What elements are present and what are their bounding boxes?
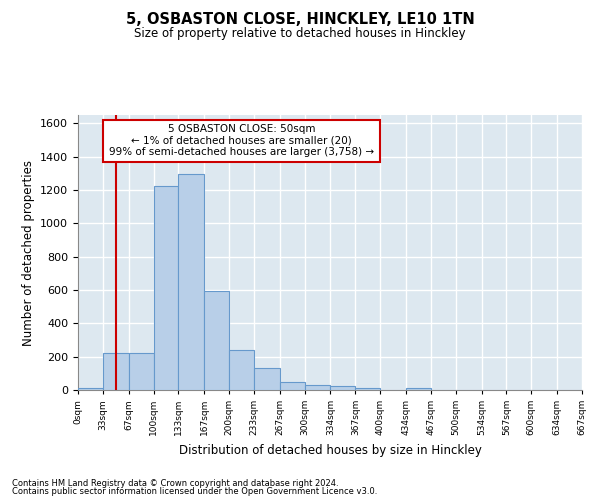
- Bar: [331, 386, 355, 390]
- Y-axis label: Number of detached properties: Number of detached properties: [22, 160, 35, 346]
- Bar: [103, 354, 128, 390]
- Text: 5 OSBASTON CLOSE: 50sqm
← 1% of detached houses are smaller (20)
99% of semi-det: 5 OSBASTON CLOSE: 50sqm ← 1% of detached…: [109, 124, 374, 158]
- Bar: [229, 350, 254, 390]
- Bar: [128, 354, 154, 390]
- Bar: [355, 388, 380, 390]
- Text: Contains public sector information licensed under the Open Government Licence v3: Contains public sector information licen…: [12, 487, 377, 496]
- Bar: [78, 388, 103, 390]
- Text: Contains HM Land Registry data © Crown copyright and database right 2024.: Contains HM Land Registry data © Crown c…: [12, 478, 338, 488]
- FancyBboxPatch shape: [103, 120, 380, 162]
- Bar: [204, 291, 229, 390]
- Bar: [154, 186, 178, 390]
- Bar: [305, 385, 331, 390]
- Bar: [280, 382, 305, 390]
- Bar: [406, 388, 431, 390]
- Text: 5, OSBASTON CLOSE, HINCKLEY, LE10 1TN: 5, OSBASTON CLOSE, HINCKLEY, LE10 1TN: [125, 12, 475, 28]
- X-axis label: Distribution of detached houses by size in Hinckley: Distribution of detached houses by size …: [179, 444, 481, 456]
- Bar: [178, 174, 204, 390]
- Text: Size of property relative to detached houses in Hinckley: Size of property relative to detached ho…: [134, 28, 466, 40]
- Bar: [254, 368, 280, 390]
